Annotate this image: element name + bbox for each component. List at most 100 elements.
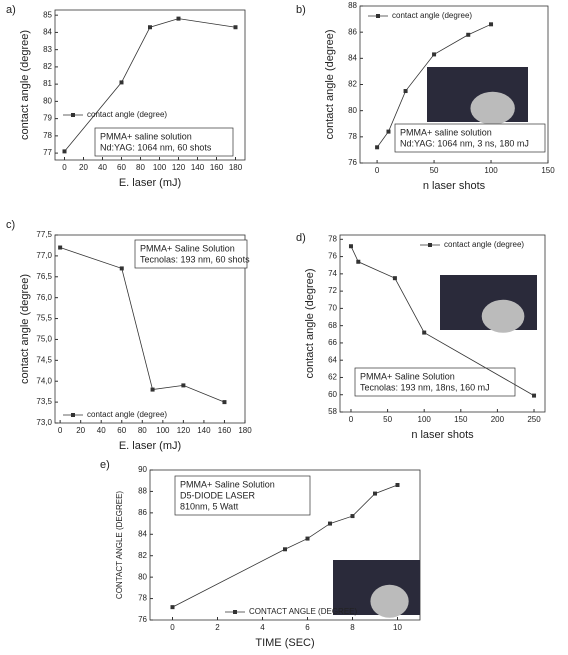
y-tick-label: 73,0 — [36, 418, 52, 427]
y-tick-label: 74,5 — [36, 355, 52, 364]
y-tick-label: 85 — [43, 10, 52, 19]
x-tick-label: 120 — [177, 426, 191, 435]
x-tick-label: 200 — [491, 415, 505, 424]
annotation-box — [354, 367, 516, 397]
marker — [58, 245, 63, 250]
x-axis-label: E. laser (mJ) — [119, 177, 181, 189]
x-tick-label: 50 — [383, 415, 392, 424]
marker — [150, 387, 155, 392]
marker — [283, 547, 287, 552]
y-tick-label: 86 — [348, 27, 357, 36]
x-tick-label: 250 — [527, 415, 541, 424]
y-tick-label: 78 — [348, 132, 357, 141]
y-tick-label: 82 — [43, 62, 52, 71]
legend-label: contact angle (degree) — [392, 11, 472, 20]
x-tick-label: 0 — [375, 166, 380, 175]
droplet — [370, 584, 409, 618]
x-tick-label: 60 — [117, 163, 126, 172]
marker — [348, 244, 353, 249]
y-tick-label: 62 — [328, 373, 337, 382]
annotation-box — [94, 127, 234, 157]
x-axis-label: n laser shots — [423, 180, 486, 192]
x-tick-label: 140 — [191, 163, 205, 172]
annotation-text: PMMA+ Saline Solution — [360, 371, 455, 381]
y-tick-label: 76,0 — [36, 293, 52, 302]
marker — [328, 521, 332, 526]
marker — [432, 52, 437, 57]
y-tick-label: 76 — [138, 615, 147, 624]
y-tick-label: 58 — [328, 407, 337, 416]
y-tick-label: 76,5 — [36, 272, 52, 281]
x-tick-label: 8 — [350, 623, 355, 632]
y-tick-label: 70 — [328, 303, 337, 312]
x-tick-label: 150 — [541, 166, 555, 175]
y-axis-label: contact angle (degree) — [304, 268, 316, 378]
marker — [62, 149, 67, 154]
x-tick-label: 80 — [138, 426, 147, 435]
x-tick-label: 100 — [484, 166, 498, 175]
legend-label: contact angle (degree) — [87, 410, 167, 419]
legend-label: contact angle (degree) — [87, 110, 167, 119]
x-tick-label: 2 — [215, 623, 220, 632]
y-tick-label: 81 — [43, 79, 52, 88]
y-tick-label: 72 — [328, 286, 337, 295]
y-tick-label: 82 — [138, 551, 147, 560]
marker — [176, 16, 181, 21]
panel-label: d) — [296, 232, 306, 244]
y-tick-label: 74 — [328, 269, 337, 278]
marker — [119, 266, 124, 271]
y-tick-label: 83 — [43, 45, 52, 54]
legend-label: contact angle (degree) — [444, 240, 524, 249]
marker — [170, 605, 175, 610]
x-tick-label: 80 — [136, 163, 145, 172]
marker — [373, 491, 377, 496]
x-tick-label: 100 — [156, 426, 170, 435]
annotation-text: D5-DIODE LASER — [180, 490, 256, 500]
x-tick-label: 150 — [454, 415, 468, 424]
legend-marker — [71, 413, 75, 417]
marker — [222, 400, 227, 405]
x-tick-label: 100 — [418, 415, 432, 424]
plot-frame — [54, 234, 246, 424]
droplet — [481, 299, 525, 333]
annotation-text: PMMA+ Saline Solution — [180, 479, 275, 489]
x-tick-label: 4 — [260, 623, 265, 632]
annotation-text: Tecnolas: 193 nm, 18ns, 160 mJ — [360, 382, 490, 392]
y-tick-label: 76 — [328, 252, 337, 261]
marker — [392, 276, 397, 281]
x-axis-label: n laser shots — [411, 429, 474, 441]
marker — [532, 393, 537, 398]
y-axis-label: contact angle (degree) — [324, 29, 336, 139]
annotation-box — [134, 239, 248, 269]
y-tick-label: 80 — [348, 106, 357, 115]
y-tick-label: 77 — [43, 148, 52, 157]
y-tick-label: 75,5 — [36, 314, 52, 323]
y-axis-label: contact angle (degree) — [19, 274, 31, 384]
x-axis-label: E. laser (mJ) — [119, 440, 181, 452]
y-tick-label: 78 — [138, 594, 147, 603]
marker — [181, 383, 186, 388]
legend-marker — [233, 610, 237, 614]
marker — [356, 259, 361, 264]
x-tick-label: 0 — [170, 623, 175, 632]
x-tick-label: 6 — [305, 623, 310, 632]
x-axis-label: TIME (SEC) — [255, 637, 314, 649]
marker — [395, 483, 400, 487]
y-tick-label: 75,0 — [36, 335, 52, 344]
legend-marker — [71, 113, 75, 117]
marker — [466, 32, 471, 37]
y-tick-label: 80 — [43, 96, 52, 105]
y-axis-label: contact angle (degree) — [19, 30, 31, 140]
y-tick-label: 68 — [328, 321, 337, 330]
x-tick-label: 20 — [76, 426, 85, 435]
x-tick-label: 50 — [430, 166, 439, 175]
panel-label: c) — [6, 219, 15, 231]
annotation-text: Tecnolas: 193 nm, 60 shots — [140, 254, 250, 264]
y-tick-label: 82 — [348, 80, 357, 89]
marker — [233, 25, 238, 30]
x-tick-label: 60 — [117, 426, 126, 435]
marker — [119, 80, 124, 85]
x-tick-label: 0 — [62, 163, 67, 172]
